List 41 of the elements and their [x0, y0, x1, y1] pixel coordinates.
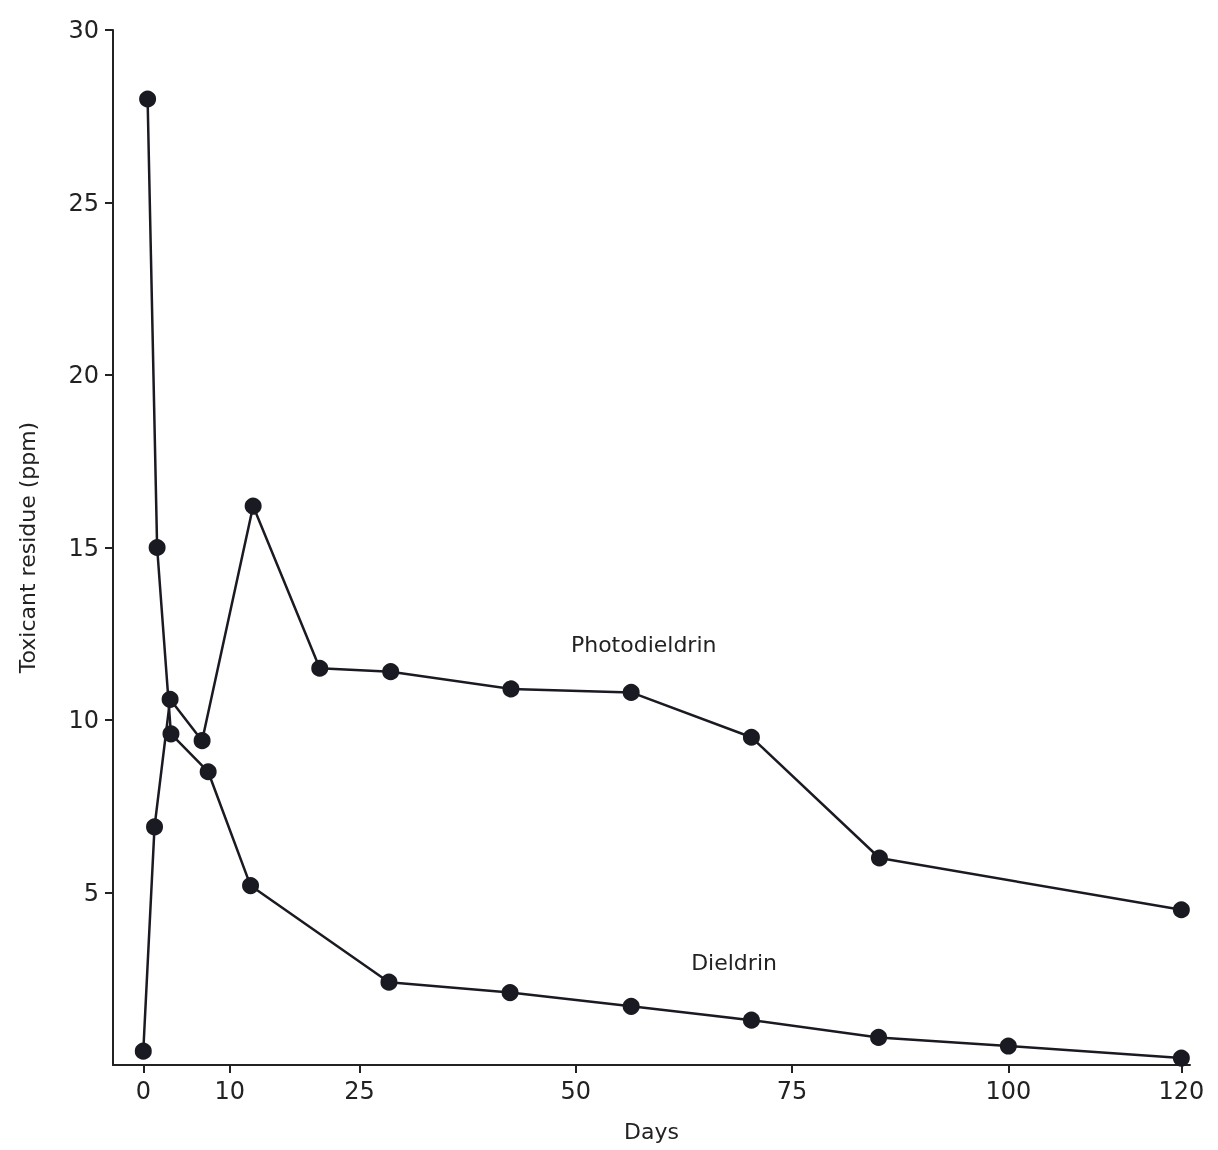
- x-tick-label: 100: [985, 1077, 1032, 1105]
- point: [382, 663, 400, 681]
- point: [999, 1037, 1017, 1055]
- point: [870, 849, 888, 867]
- series-label: Dieldrin: [691, 949, 777, 975]
- point: [146, 818, 164, 836]
- y-tick-label: 15: [68, 533, 99, 562]
- point: [742, 1011, 760, 1029]
- y-tick-label: 10: [68, 706, 99, 734]
- point: [501, 984, 519, 1002]
- y-axis-title: Toxicant residue (ppm): [14, 421, 40, 675]
- point: [380, 973, 398, 991]
- point: [161, 690, 179, 708]
- y-tick-label: 20: [68, 361, 99, 389]
- point: [311, 659, 329, 677]
- point: [870, 1028, 888, 1046]
- x-tick-label: 75: [776, 1077, 808, 1105]
- point: [134, 1042, 152, 1060]
- x-tick-label: 0: [135, 1077, 151, 1105]
- point: [199, 763, 217, 781]
- point: [139, 90, 157, 108]
- point: [502, 680, 520, 698]
- x-tick-label: 25: [344, 1077, 375, 1105]
- point: [1172, 1049, 1190, 1067]
- y-tick-label: 5: [83, 878, 99, 907]
- point: [148, 539, 166, 556]
- point: [742, 728, 760, 746]
- point: [244, 497, 262, 515]
- point: [622, 997, 640, 1015]
- point: [242, 877, 260, 895]
- series-label: Photodieldrin: [570, 632, 717, 658]
- point: [193, 732, 211, 750]
- x-tick-label: 10: [214, 1077, 246, 1105]
- point: [162, 725, 180, 743]
- point: [1172, 901, 1190, 919]
- x-tick-label: 50: [560, 1077, 592, 1105]
- y-tick-label: 30: [68, 16, 99, 44]
- y-tick-label: 25: [68, 188, 99, 217]
- point: [622, 683, 640, 701]
- x-tick-label: 120: [1158, 1077, 1205, 1105]
- x-axis-title: Days: [624, 1118, 679, 1144]
